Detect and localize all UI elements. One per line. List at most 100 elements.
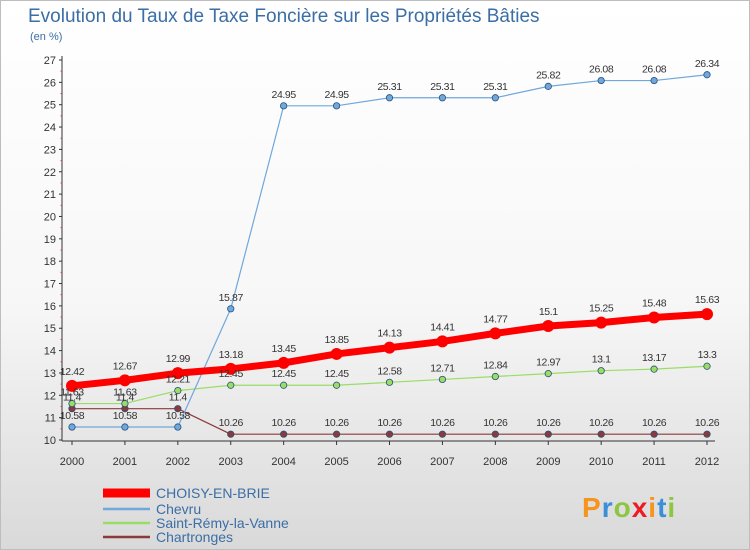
x-tick-label: 2000: [60, 456, 84, 468]
x-tick-label: 2012: [695, 456, 719, 468]
y-tick-label: 26: [44, 77, 56, 89]
data-label: 13.17: [642, 352, 667, 364]
data-label: 10.26: [536, 417, 561, 429]
x-tick-label: 2009: [536, 456, 560, 468]
data-point: [227, 305, 235, 313]
data-point: [597, 76, 605, 85]
y-tick-label: 11: [45, 413, 56, 425]
data-label: 15.1: [539, 306, 558, 318]
chart-subtitle: (en %): [30, 31, 62, 43]
data-point: [436, 335, 449, 348]
data-point: [332, 430, 341, 438]
data-point: [385, 94, 394, 102]
data-label: 12.45: [272, 368, 297, 380]
data-label: 13.3: [698, 349, 717, 361]
x-tick-label: 2008: [483, 456, 507, 468]
data-label: 24.95: [272, 89, 297, 101]
data-label: 25.31: [430, 81, 455, 93]
legend-label: Saint-Rémy-la-Vanne: [156, 515, 289, 531]
data-label: 12.84: [483, 360, 508, 372]
data-point: [280, 102, 288, 110]
series-layer: [66, 71, 713, 438]
data-label: 10.26: [324, 417, 349, 429]
data-label: 13.45: [272, 343, 297, 355]
y-tick-label: 16: [44, 301, 56, 313]
y-tick-label: 12: [44, 390, 56, 402]
data-label: 11.4: [63, 392, 82, 404]
logo-letter: t: [657, 492, 668, 523]
data-point: [703, 362, 711, 370]
data-label: 10.26: [483, 417, 508, 429]
data-label: 13.18: [219, 349, 244, 361]
y-tick-label: 13: [44, 368, 56, 380]
data-point: [648, 311, 661, 324]
data-point: [68, 399, 76, 408]
logo-letter: i: [648, 492, 658, 523]
y-tick-label: 10: [44, 435, 56, 447]
data-point: [383, 341, 396, 354]
data-label: 10.26: [430, 417, 455, 429]
y-tick-label: 17: [44, 279, 56, 291]
y-tick-label: 21: [44, 189, 56, 201]
data-label: 26.08: [642, 64, 667, 76]
data-label: 10.26: [695, 417, 720, 429]
data-point: [174, 423, 182, 431]
data-label: 26.34: [695, 58, 720, 70]
data-label: 26.08: [589, 64, 614, 76]
data-label: 11.63: [60, 387, 84, 399]
y-tick-label: 15: [44, 323, 56, 335]
data-point: [280, 381, 288, 389]
data-point: [438, 94, 447, 102]
data-label: 10.58: [113, 410, 138, 422]
data-label: 13.1: [592, 354, 611, 366]
data-label: 11.63: [113, 387, 137, 399]
data-point: [542, 320, 555, 332]
logo-letter: r: [601, 492, 614, 523]
data-point: [174, 386, 182, 395]
data-point: [121, 423, 129, 431]
x-tick-label: 2003: [219, 456, 243, 468]
data-label: 12.45: [324, 368, 349, 380]
y-tick-label: 22: [44, 167, 56, 179]
data-label: 10.26: [642, 417, 667, 429]
data-label: 13.85: [324, 334, 349, 346]
data-point: [227, 381, 235, 389]
data-label: 15.63: [695, 294, 720, 306]
data-label: 10.26: [272, 417, 297, 429]
data-label: 10.26: [377, 417, 402, 429]
logo-letter: x: [631, 492, 649, 523]
data-point: [489, 327, 502, 340]
data-label: 10.58: [166, 410, 191, 422]
data-point: [171, 367, 184, 380]
x-tick-label: 2002: [166, 456, 190, 468]
legend: CHOISY-EN-BRIEChevruSaint-Rémy-la-VanneC…: [103, 485, 289, 545]
data-label: 14.41: [430, 321, 455, 333]
x-tick-label: 2007: [430, 456, 454, 468]
logo-letter: o: [613, 492, 632, 523]
data-label: 12.71: [430, 362, 455, 374]
data-point: [491, 94, 499, 102]
data-point: [544, 430, 552, 438]
logo-letter: i: [667, 492, 677, 523]
data-point: [227, 430, 235, 438]
data-point: [66, 379, 78, 392]
data-label: 12.45: [219, 368, 244, 380]
data-label: 12.67: [113, 360, 138, 372]
data-point: [703, 430, 711, 438]
data-labels: 11.4 11.4 11.4 10.26 10.26 10.26 10.26 10.26 10.…: [60, 58, 720, 429]
data-point: [544, 370, 552, 378]
data-label: 24.95: [324, 89, 349, 101]
y-tick-label: 27: [44, 55, 56, 67]
data-label: 15.48: [642, 298, 667, 310]
data-point: [385, 430, 394, 438]
y-tick-label: 25: [44, 100, 56, 112]
legend-label: Chevru: [156, 501, 201, 517]
y-tick-label: 18: [44, 256, 56, 268]
data-label: 10.26: [589, 417, 614, 429]
data-point: [650, 430, 658, 438]
data-point: [597, 367, 605, 375]
proxiti-logo: Proxiti: [582, 488, 692, 528]
y-tick-label: 24: [44, 122, 56, 134]
data-point: [597, 430, 605, 438]
